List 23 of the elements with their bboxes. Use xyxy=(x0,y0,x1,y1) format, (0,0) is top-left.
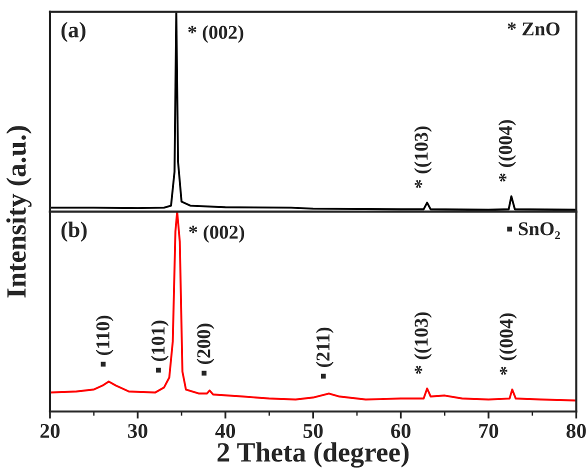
annotation: ▪ SnO₂ xyxy=(507,222,560,240)
annotation: * ((004) xyxy=(499,313,517,375)
annotation: ▪ (101) xyxy=(151,320,169,373)
x-tick-label: 40 xyxy=(215,424,236,438)
x-axis-title: 2 Theta (degree) xyxy=(218,442,409,468)
x-tick-label: 50 xyxy=(304,424,323,438)
x-tick-label: 30 xyxy=(128,424,148,438)
annotation: (a) xyxy=(61,22,86,42)
x-tick-label: 20 xyxy=(40,424,60,438)
y-axis-title: Intensity (a.u.) xyxy=(6,126,32,298)
x-tick-label: 60 xyxy=(391,424,410,438)
annotation: * (002) xyxy=(189,225,244,243)
annotation: * ZnO xyxy=(508,22,560,36)
x-tick-label: 80 xyxy=(566,424,586,438)
annotation: ▪ (200) xyxy=(196,324,214,376)
annotation: ▪ (211) xyxy=(316,328,334,379)
x-tick-label: 70 xyxy=(479,424,498,438)
annotation: ▪ (110) xyxy=(96,316,114,367)
annotation: * ((004) xyxy=(498,120,516,182)
annotation: * ((103) xyxy=(414,126,432,188)
annotation: * ((103) xyxy=(414,312,432,374)
annotation: * (002) xyxy=(188,25,244,43)
annotation: (b) xyxy=(61,222,87,242)
